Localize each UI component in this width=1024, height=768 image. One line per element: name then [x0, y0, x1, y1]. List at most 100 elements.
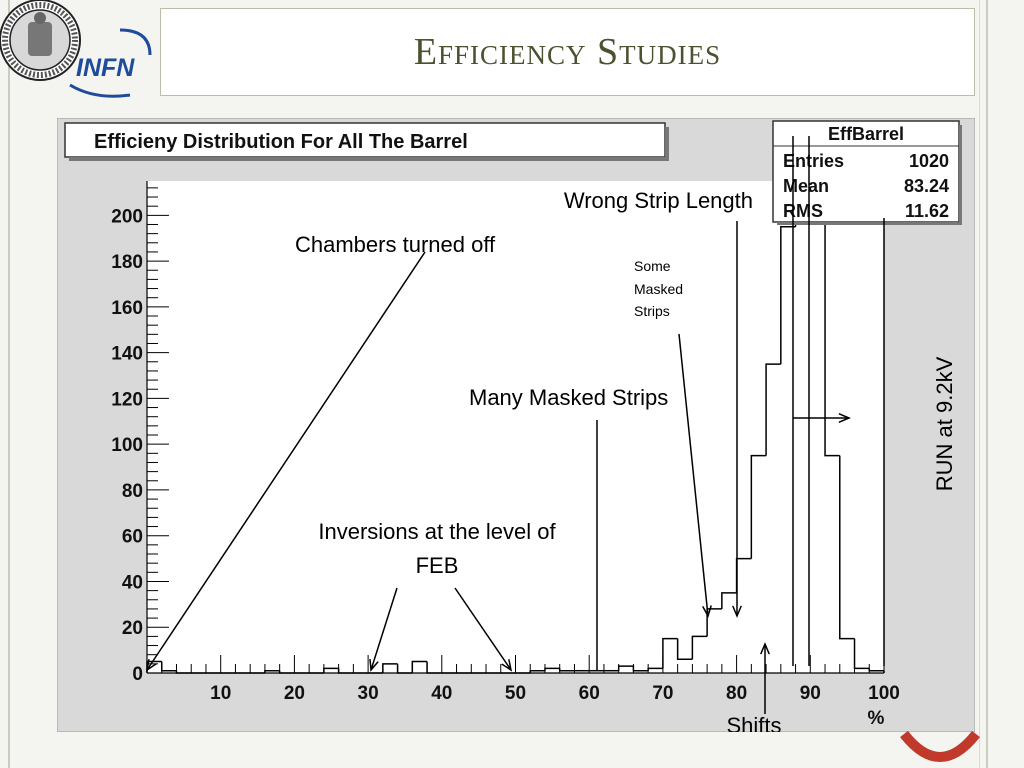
- stats-row-label: Entries: [783, 151, 844, 171]
- histogram-bar: [632, 666, 649, 672]
- histogram-bar: [617, 665, 634, 671]
- x-tick-label: 60: [579, 683, 600, 704]
- arrow-chambers-turned-off: [145, 251, 426, 672]
- logo-area: INFN: [0, 0, 160, 108]
- y-tick-label: 180: [111, 252, 143, 273]
- y-tick-label: 160: [111, 298, 143, 319]
- seal-lettering-ring: [2, 2, 78, 78]
- x-tick-label: 40: [431, 683, 452, 704]
- arrow-inversions-right: [454, 587, 513, 672]
- corner-seal-arc: [900, 730, 980, 762]
- arrow-some-masked-strips: [678, 333, 712, 618]
- y-tick-label: 120: [111, 389, 143, 410]
- histogram-bar: [780, 226, 796, 365]
- annotation-arrows: [145, 136, 885, 714]
- chart-title: Efficieny Distribution For All The Barre…: [94, 131, 468, 153]
- slide-border-right: [986, 0, 988, 768]
- histogram-bar: [529, 669, 545, 673]
- infn-logo: INFN: [0, 0, 152, 98]
- infn-arc-bottom: [69, 83, 131, 98]
- annotation-many-masked-strips: Many Masked Strips: [469, 385, 668, 410]
- histogram-bar: [750, 454, 767, 559]
- annotation-wrong-strip-length: Wrong Strip Length: [564, 188, 753, 213]
- histogram-bar: [337, 668, 354, 674]
- histogram-chart: Efficieny Distribution For All The Barre…: [56, 117, 976, 738]
- histogram-bar: [411, 660, 428, 673]
- annotation-inversions-line2: FEB: [416, 553, 459, 578]
- x-tick-label: 10: [210, 683, 231, 704]
- corner-seal: [900, 730, 980, 762]
- histogram-bar: [426, 661, 442, 674]
- x-axis-label: %: [868, 708, 885, 729]
- arrow-inversions-left: [369, 587, 398, 672]
- stats-row-value: 83.24: [904, 176, 949, 196]
- y-tick-label: 140: [111, 344, 143, 365]
- histogram-bar: [544, 667, 560, 671]
- histogram-bar: [691, 635, 708, 660]
- x-tick-label: 70: [652, 683, 673, 704]
- chart-title-shadow-right: [665, 127, 669, 161]
- title-box: Efficiency Studies: [160, 8, 975, 96]
- histogram-bar: [175, 670, 192, 674]
- histogram-bar: [839, 455, 855, 640]
- slide-border-left: [8, 0, 10, 768]
- stats-box: [772, 120, 960, 223]
- stats-row-value: 1020: [909, 151, 949, 171]
- annotation-inversions-line1: Inversions at the level of: [318, 519, 556, 544]
- slide-border-right-inner: [979, 0, 980, 768]
- infn-arc-top: [119, 28, 152, 56]
- chart-title-box: [64, 122, 666, 158]
- chart-frame: Efficieny Distribution For All The Barre…: [56, 117, 976, 738]
- stats-box-title: EffBarrel: [828, 124, 904, 144]
- plot-area: [147, 181, 884, 673]
- seal-figure-head: [34, 12, 46, 24]
- annotation-some-masked-line3: Strips: [634, 303, 670, 319]
- y-tick-label: 40: [122, 572, 143, 593]
- annotation-chambers-turned-off: Chambers turned off: [295, 232, 496, 257]
- histogram-bar: [853, 638, 870, 670]
- histogram-bar: [676, 638, 693, 661]
- histogram-bar: [396, 663, 413, 674]
- histogram-bar: [323, 667, 339, 673]
- annotation-some-masked-line1: Some: [634, 258, 671, 274]
- y-tick-label: 60: [122, 527, 143, 548]
- y-tick-label: 200: [111, 206, 143, 227]
- histogram-bar: [558, 668, 575, 672]
- x-tick-label: 90: [800, 683, 821, 704]
- stats-box-shadow-right: [959, 125, 962, 225]
- arrow-shifts: [760, 642, 770, 714]
- histogram-bar: [264, 669, 280, 673]
- stats-row-label: RMS: [783, 201, 823, 221]
- histogram-bar: [721, 592, 737, 609]
- histogram-bar: [278, 670, 295, 674]
- histogram-bars: [146, 180, 885, 674]
- seal-figure: [28, 22, 52, 56]
- histogram-bar: [824, 181, 840, 457]
- arrow-run-voltage: [793, 413, 851, 423]
- histogram-bar: [160, 661, 177, 672]
- annotation-run-voltage: RUN at 9.2kV: [932, 356, 957, 491]
- x-tick-label: 20: [284, 683, 305, 704]
- x-tick-label: 50: [505, 683, 526, 704]
- stats-box-shadow-bottom: [777, 222, 962, 225]
- arrow-wrong-strip-length: [732, 221, 742, 618]
- y-tick-label: 20: [122, 618, 143, 639]
- x-tick-label: 30: [358, 683, 379, 704]
- stats-row-label: Mean: [783, 176, 829, 196]
- annotation-shifts: Shifts: [726, 713, 781, 732]
- x-tick-label: 100: [868, 683, 900, 704]
- histogram-bar: [662, 637, 678, 669]
- histogram-bar: [765, 363, 781, 456]
- infn-logo-text: INFN: [76, 54, 135, 82]
- x-tick-label: 80: [726, 683, 747, 704]
- annotation-some-masked-line2: Masked: [634, 281, 683, 297]
- y-tick-label: 0: [132, 664, 143, 685]
- chart-title-shadow-bottom: [69, 157, 669, 161]
- y-tick-label: 80: [122, 481, 143, 502]
- histogram-bar: [868, 668, 884, 672]
- stats-row-value: 11.62: [905, 201, 949, 221]
- slide-title: Efficiency Studies: [413, 31, 722, 73]
- histogram-bar: [647, 667, 663, 671]
- y-tick-label: 100: [111, 435, 143, 456]
- histogram-bar: [382, 663, 398, 673]
